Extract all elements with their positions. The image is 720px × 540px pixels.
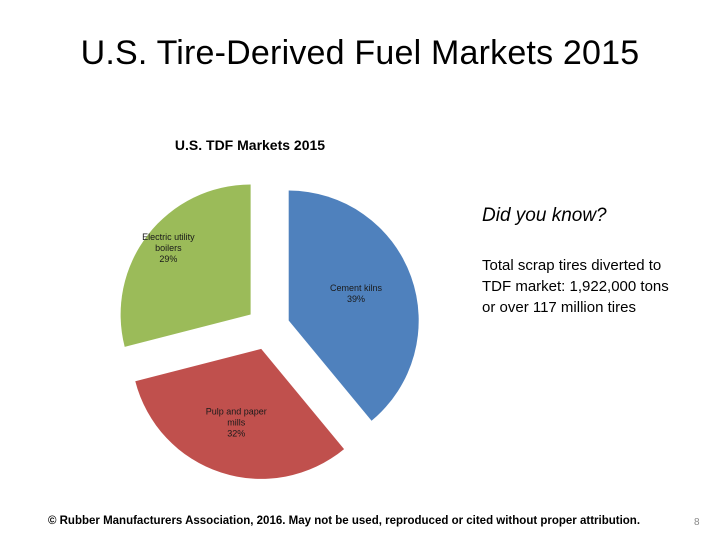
- pie-slice-pulp-and-paper-mills: [135, 348, 345, 479]
- pie-slice-electric-utility-boilers: [120, 184, 251, 347]
- chart-title: U.S. TDF Markets 2015: [174, 137, 326, 153]
- fact-text: Total scrap tires diverted to TDF market…: [482, 257, 669, 316]
- pie-label-electric-utility-boilers: Electric utility boilers 29%: [142, 232, 195, 264]
- copyright-footer: © Rubber Manufacturers Association, 2016…: [47, 515, 641, 527]
- pie-label-pulp-and-paper-mills: Pulp and paper mills 32%: [206, 407, 267, 439]
- did-you-know-heading: Did you know?: [482, 205, 607, 226]
- slide-title: U.S. Tire-Derived Fuel Markets 2015: [80, 34, 640, 72]
- page-number: 8: [694, 517, 700, 528]
- pie-label-cement-kilns: Cement kilns 39%: [330, 283, 383, 304]
- pie-slice-cement-kilns: [288, 190, 419, 421]
